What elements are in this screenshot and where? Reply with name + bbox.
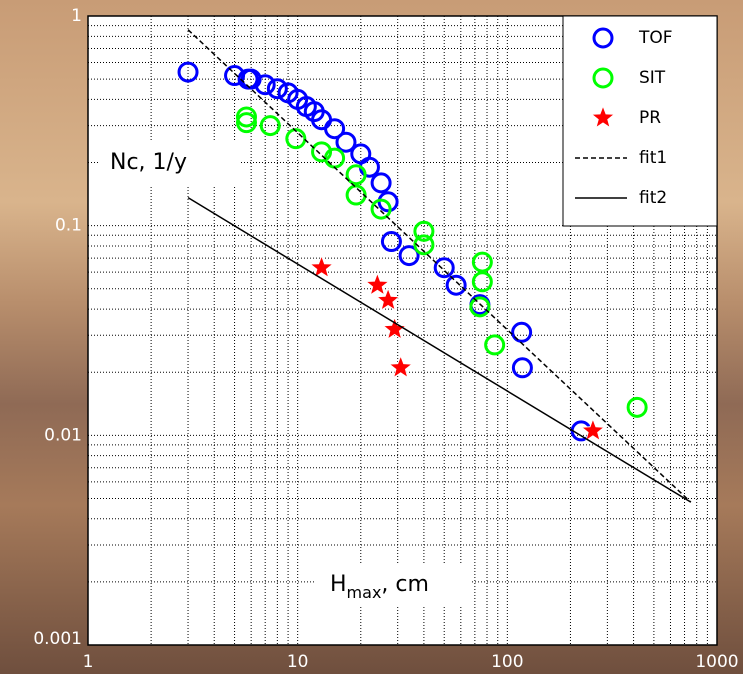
legend-label: fit2 xyxy=(639,188,667,208)
y-tick-label: 1 xyxy=(71,6,82,26)
point xyxy=(235,106,257,128)
point xyxy=(380,231,402,253)
point xyxy=(335,131,357,153)
x-axis-label-part: max xyxy=(347,583,382,602)
point xyxy=(345,184,367,206)
point xyxy=(387,354,414,379)
x-tick-label: 1 xyxy=(83,652,94,672)
point xyxy=(469,296,491,318)
x-tick-label: 1000 xyxy=(695,652,738,672)
point xyxy=(254,74,276,96)
point xyxy=(626,396,648,418)
y-tick-label: 0.01 xyxy=(44,425,82,445)
point xyxy=(177,61,199,83)
point xyxy=(398,245,420,267)
point xyxy=(433,257,455,279)
point xyxy=(308,254,335,279)
point xyxy=(413,234,435,256)
x-axis-label: Hmax, cm xyxy=(330,572,429,602)
point xyxy=(484,334,506,356)
point xyxy=(364,271,391,297)
point xyxy=(370,198,392,220)
legend-box xyxy=(562,15,718,227)
point xyxy=(259,115,281,137)
point xyxy=(471,271,493,293)
point xyxy=(511,321,533,343)
plot-border xyxy=(87,15,718,646)
point xyxy=(413,220,435,242)
x-axis-label-part: H xyxy=(330,572,347,597)
legend-label: PR xyxy=(639,108,661,128)
point xyxy=(266,78,288,100)
point xyxy=(375,286,401,312)
point xyxy=(345,164,367,186)
fit-line xyxy=(187,29,692,503)
annotation-box xyxy=(100,140,240,186)
x-tick-label: 10 xyxy=(287,652,309,672)
point xyxy=(235,112,257,134)
point xyxy=(370,172,392,194)
legend-label: TOF xyxy=(638,28,673,48)
point xyxy=(471,251,493,273)
point xyxy=(311,141,333,163)
y-tick-label: 0.001 xyxy=(33,629,82,649)
x-label-box xyxy=(315,563,470,607)
point xyxy=(285,128,307,150)
legend-label: fit1 xyxy=(639,148,667,168)
point xyxy=(381,315,408,341)
legend-marker xyxy=(592,27,614,49)
x-axis-label-part: , cm xyxy=(381,572,429,597)
y-tick-label: 0.1 xyxy=(55,216,82,236)
x-tick-label: 100 xyxy=(491,652,523,672)
point xyxy=(580,417,606,442)
legend-marker xyxy=(592,67,614,89)
point xyxy=(445,274,467,296)
point xyxy=(324,118,346,140)
annotation: Nc, 1/y xyxy=(110,150,187,175)
legend-marker xyxy=(590,104,616,129)
fit-line xyxy=(187,197,692,503)
legend-label: SIT xyxy=(639,68,666,88)
point xyxy=(511,357,533,379)
